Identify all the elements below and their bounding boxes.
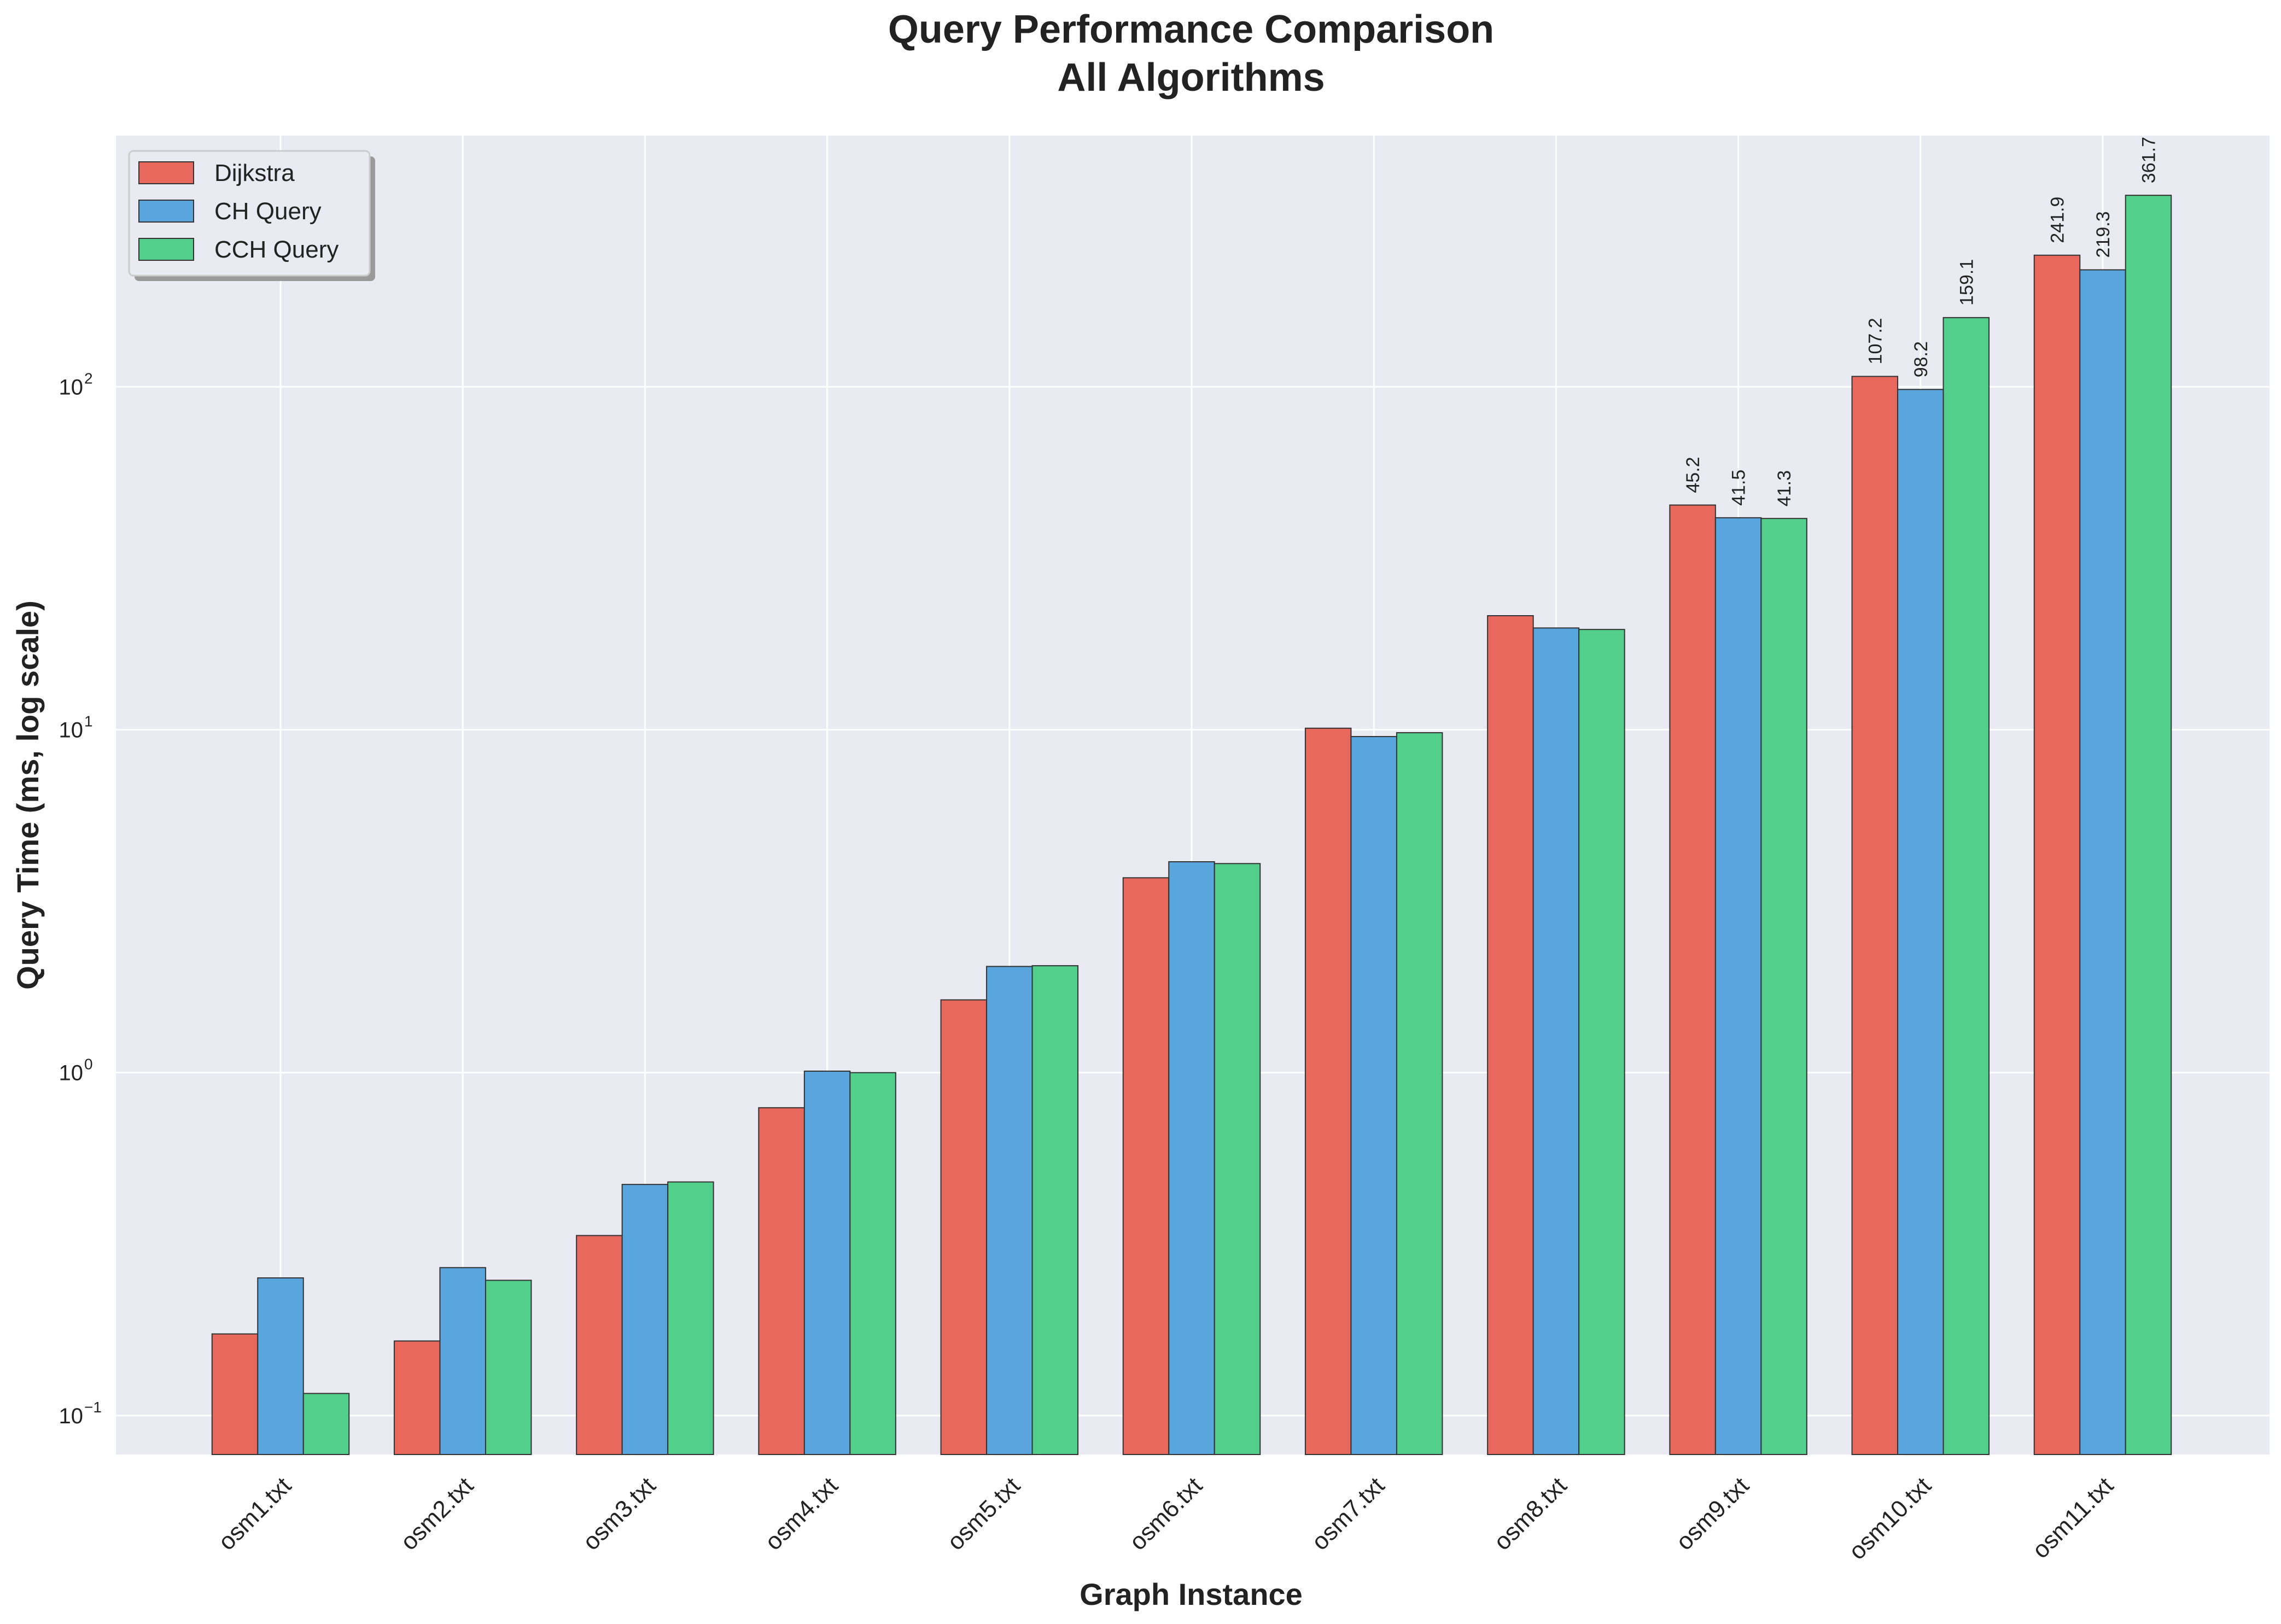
bar-value-label: 45.2	[1683, 457, 1704, 493]
bar-dijkstra-osm2	[393, 1340, 441, 1456]
y-tick-exponent: 0	[84, 1056, 93, 1073]
bar-ch-query-osm11	[2079, 269, 2126, 1455]
bar-cch-query-osm11	[2125, 195, 2172, 1456]
bar-ch-query-osm8	[1532, 627, 1580, 1455]
bar-cch-query-osm8	[1578, 629, 1625, 1455]
bar-ch-query-osm9	[1714, 517, 1762, 1455]
legend: Dijkstra CH Query CCH Query	[128, 150, 375, 281]
bar-cch-query-osm6	[1214, 863, 1261, 1455]
bar-value-label: 41.5	[1729, 470, 1749, 506]
bar-dijkstra-osm11	[2033, 254, 2081, 1456]
bar-ch-query-osm4	[803, 1070, 851, 1455]
bar-cch-query-osm2	[485, 1280, 532, 1455]
y-tick-label: 10	[59, 1061, 84, 1085]
bar-cch-query-osm9	[1760, 518, 1807, 1455]
y-tick: 10 0	[59, 1056, 93, 1085]
bar-ch-query-osm10	[1897, 389, 1944, 1455]
legend-label: Dijkstra	[214, 160, 295, 186]
y-tick-label: 10	[59, 718, 84, 742]
y-tick-exponent: −1	[84, 1399, 102, 1416]
bar-ch-query-osm7	[1350, 736, 1397, 1455]
bar-cch-query-osm4	[849, 1072, 896, 1455]
bar-ch-query-osm1	[257, 1277, 304, 1455]
bar-cch-query-osm3	[667, 1181, 714, 1455]
bar-ch-query-osm3	[621, 1184, 669, 1455]
bar-value-label: 107.2	[1865, 318, 1886, 364]
y-tick-exponent: 1	[84, 712, 93, 729]
legend-swatch	[138, 161, 194, 184]
bar-dijkstra-osm1	[211, 1333, 259, 1456]
y-tick-label: 10	[59, 375, 84, 399]
bar-value-label: 361.7	[2139, 137, 2160, 183]
bar-dijkstra-osm8	[1487, 615, 1534, 1455]
bar-cch-query-osm10	[1942, 317, 1990, 1455]
y-axis-label: Query Time (ms, log scale)	[10, 600, 45, 990]
bar-value-labels: 45.2 41.5 41.3 107.2 98.2 159.1 241.9 219.3 361.…	[1683, 137, 2159, 506]
bars	[211, 195, 2172, 1456]
bar-dijkstra-osm10	[1851, 376, 1899, 1455]
bar-value-label: 241.9	[2047, 197, 2068, 243]
bar-dijkstra-osm6	[1122, 877, 1170, 1455]
bar-cch-query-osm5	[1031, 965, 1079, 1456]
bar-dijkstra-osm3	[576, 1235, 623, 1456]
legend-swatch	[138, 238, 194, 261]
legend-label: CH Query	[214, 198, 322, 225]
bar-ch-query-osm2	[439, 1267, 486, 1455]
bar-value-label: 159.1	[1956, 259, 1977, 306]
y-tick: 10 −1	[59, 1399, 102, 1428]
bar-cch-query-osm1	[302, 1393, 350, 1456]
bar-dijkstra-osm9	[1669, 504, 1716, 1455]
bar-ch-query-osm5	[986, 966, 1033, 1456]
y-tick: 10 1	[59, 712, 93, 742]
bar-dijkstra-osm4	[758, 1107, 805, 1456]
bar-cch-query-osm7	[1396, 732, 1443, 1455]
y-tick: 10 2	[59, 370, 93, 399]
bar-value-label: 41.3	[1774, 470, 1795, 506]
legend-label: CCH Query	[214, 236, 339, 263]
bar-value-label: 219.3	[2093, 211, 2114, 258]
y-tick-exponent: 2	[84, 370, 93, 387]
bar-dijkstra-osm5	[940, 999, 988, 1455]
x-axis-label: Graph Instance	[1080, 1577, 1303, 1611]
chart-title: Query Performance Comparison	[888, 8, 1494, 51]
bar-value-label: 98.2	[1911, 341, 1932, 377]
bar-ch-query-osm6	[1168, 861, 1215, 1455]
y-tick-label: 10	[59, 1404, 84, 1428]
legend-swatch	[138, 200, 194, 223]
bar-dijkstra-osm7	[1304, 727, 1352, 1455]
legend-items: Dijkstra CH Query CCH Query	[138, 160, 339, 263]
chart-subtitle: All Algorithms	[1057, 56, 1325, 100]
